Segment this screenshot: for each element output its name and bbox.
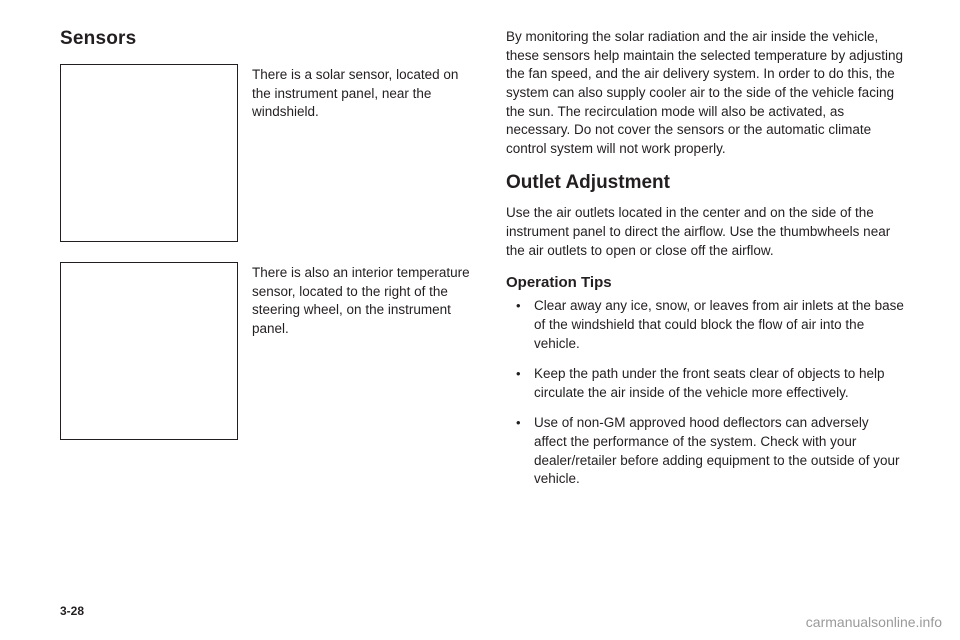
figure-row-1: There is a solar sensor, located on the … [60, 64, 470, 242]
outlet-adjustment-body: Use the air outlets located in the cente… [506, 204, 904, 260]
interior-sensor-caption: There is also an interior temperature se… [252, 262, 470, 440]
list-item: Clear away any ice, snow, or leaves from… [522, 297, 904, 353]
operation-tips-heading: Operation Tips [506, 274, 904, 291]
figure-row-2: There is also an interior temperature se… [60, 262, 470, 440]
list-item: Keep the path under the front seats clea… [522, 365, 904, 402]
outlet-adjustment-heading: Outlet Adjustment [506, 172, 904, 194]
operation-tips-list: Clear away any ice, snow, or leaves from… [506, 297, 904, 489]
watermark-text: carmanualsonline.info [806, 614, 942, 630]
sensors-intro-paragraph: By monitoring the solar radiation and th… [506, 28, 904, 158]
list-item: Use of non-GM approved hood deflectors c… [522, 414, 904, 489]
solar-sensor-figure [60, 64, 238, 242]
page-number: 3-28 [60, 604, 84, 618]
right-column: By monitoring the solar radiation and th… [506, 28, 904, 640]
manual-page: Sensors There is a solar sensor, located… [0, 0, 960, 640]
left-column: Sensors There is a solar sensor, located… [60, 28, 470, 640]
solar-sensor-caption: There is a solar sensor, located on the … [252, 64, 470, 242]
sensors-heading: Sensors [60, 28, 470, 50]
interior-sensor-figure [60, 262, 238, 440]
